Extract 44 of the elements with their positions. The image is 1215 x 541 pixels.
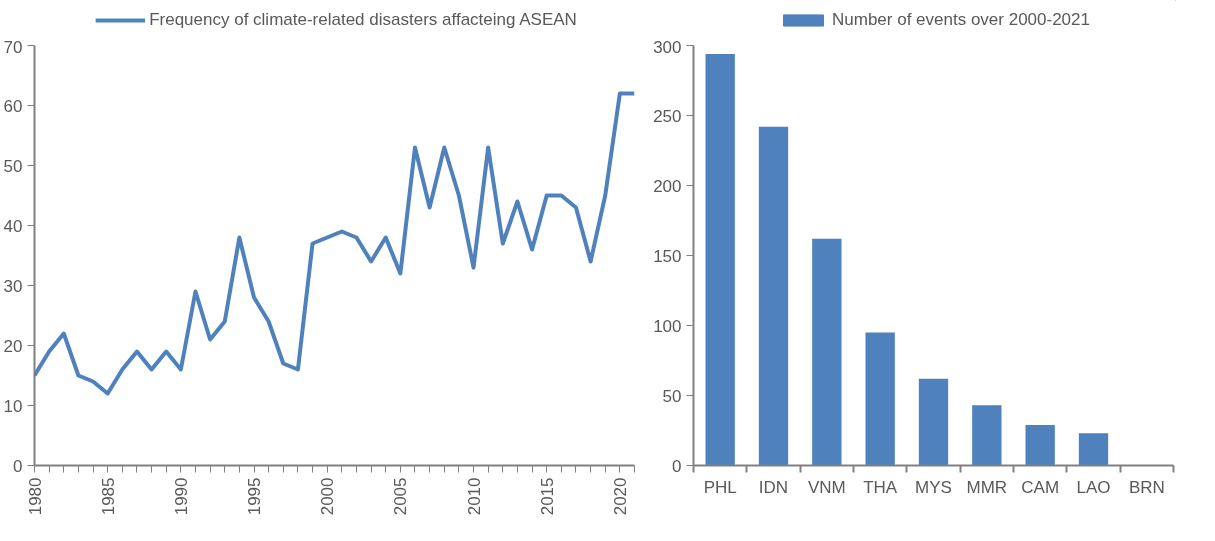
x-tick-label: 2015 — [537, 477, 557, 516]
x-tick-label: BRN — [1128, 477, 1165, 497]
x-tick-label: LAO — [1076, 477, 1111, 497]
x-tick-label: VNM — [807, 477, 846, 497]
bar — [972, 405, 1002, 466]
x-tick-label: 1980 — [25, 477, 45, 516]
bar — [812, 238, 842, 466]
x-tick-label: 1985 — [98, 477, 118, 516]
y-tick-label: 150 — [653, 246, 682, 266]
y-tick-label: 50 — [3, 156, 23, 176]
bar — [865, 332, 895, 466]
y-tick-label: 200 — [653, 176, 682, 196]
x-tick-label: 2005 — [391, 477, 411, 516]
x-tick-label: 1990 — [171, 477, 191, 516]
y-tick-label: 20 — [3, 336, 23, 356]
bar — [1078, 433, 1109, 466]
bar — [758, 126, 789, 466]
x-tick-label: CAM — [1021, 477, 1060, 497]
y-tick-label: 40 — [3, 216, 23, 236]
line-series — [34, 91, 635, 396]
y-tick-label: 0 — [13, 456, 23, 476]
legend-label: Frequency of climate-related disasters affacteing ASEAN — [149, 10, 577, 30]
y-tick-label: 70 — [3, 37, 23, 57]
x-tick-label: MMR — [966, 477, 1008, 497]
x-tick-label: IDN — [758, 477, 789, 497]
x-tick-label: 2020 — [610, 477, 630, 516]
x-tick-label: 2000 — [318, 477, 338, 516]
x-tick-label: 2010 — [464, 477, 484, 516]
x-tick-label: PHL — [703, 477, 737, 497]
y-tick-label: 50 — [662, 386, 682, 406]
y-tick-label: 60 — [3, 96, 23, 116]
bar — [918, 378, 949, 466]
x-tick-label: 1995 — [245, 477, 265, 516]
y-tick-label: 300 — [653, 37, 682, 57]
y-tick-label: 30 — [3, 276, 23, 296]
x-tick-label: MYS — [915, 477, 952, 497]
y-tick-label: 100 — [653, 316, 682, 336]
x-tick-label: THA — [863, 477, 898, 497]
bar — [705, 53, 735, 466]
bar — [1025, 424, 1055, 466]
y-tick-label: 10 — [3, 396, 23, 416]
legend-label: Number of events over 2000-2021 — [832, 10, 1090, 30]
y-tick-label: 0 — [672, 456, 682, 476]
y-tick-label: 250 — [653, 106, 682, 126]
